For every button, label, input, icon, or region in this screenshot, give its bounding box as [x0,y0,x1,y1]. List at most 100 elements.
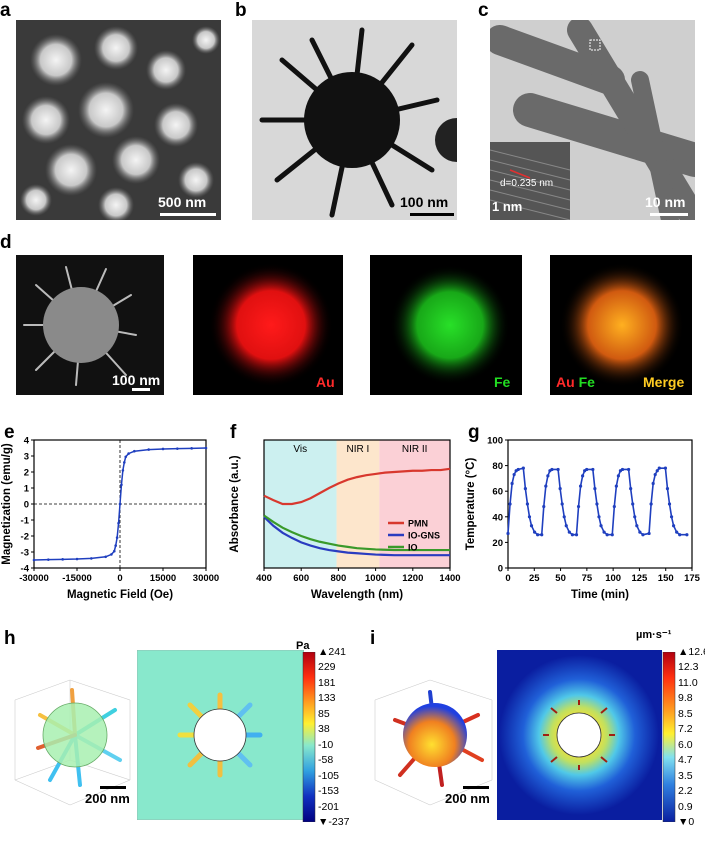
point-g-0-49 [635,524,639,528]
panel-label-a: a [0,0,11,21]
colorbar-i-tick-4: 8.5 [678,707,693,720]
point-g-0-50 [638,530,642,534]
scale-bar-a [160,213,216,216]
point-g-0-44 [620,467,625,472]
point-g-0-27 [576,504,581,509]
point-e-0-16 [127,452,130,455]
y-tick-label-g-1: 20 [492,538,503,549]
point-g-0-53 [649,502,653,506]
point-g-0-31 [585,467,589,472]
plot-frame-g [507,439,693,569]
merge-legend: Au Fe [556,374,595,390]
point-e-0-18 [147,448,150,451]
point-g-0-5 [516,467,520,472]
y-tick-label-e-1: -3 [21,548,29,559]
colorbar-i-tick-8: 3.5 [678,769,693,782]
y-axis-label-f: Absorbance (a.u.) [229,455,241,552]
x-tick-label-g-4: 100 [605,573,621,584]
point-g-0-21 [560,502,564,506]
x-axis-label-e: Magnetic Field (Oe) [67,589,173,601]
y-axis-label-g: Temperature (°C) [465,458,477,551]
y-tick-label-g-5: 100 [487,436,503,447]
y-tick-label-e-6: 2 [24,468,29,479]
x-tick-label-g-2: 50 [555,573,566,584]
point-g-0-37 [602,530,606,534]
scale-label-d: 100 nm [112,372,161,388]
region-label-f-1: NIR I [347,444,370,455]
point-g-0-18 [550,467,554,472]
point-g-0-15 [544,484,548,488]
scale-bar-i [463,786,489,789]
region-label-f-0: Vis [293,444,307,455]
point-e-0-9 [115,536,119,539]
scale-bar-b [410,213,454,216]
y-tick-label-g-2: 40 [492,512,503,523]
chart-f-absorbance: Vis NIR I NIR II 400 600 800 1000 1200 1400 Wavel… [229,439,461,601]
point-g-0-48 [633,515,637,519]
point-g-0-3 [512,472,516,477]
point-g-0-60 [667,502,672,506]
colorbar-h-tick-1: 229 [318,661,336,674]
y-tick-label-e-2: -2 [21,532,29,543]
x-tick-label-g-6: 150 [658,573,674,584]
sim-2d-i [497,650,662,820]
sim-3d-h [14,679,131,806]
point-g-0-47 [631,502,635,506]
point-e-0-14 [123,461,126,464]
colorbar-i-tick-10: 0.9 [678,800,693,813]
legend-label-f-1: IO-GNS [408,531,440,541]
point-g-0-35 [597,515,601,519]
colorbar-h-tick-5: 38 [318,723,330,736]
point-g-0-46 [629,487,633,491]
legend-label-f-2: IO [408,543,418,553]
point-e-0-0 [32,558,36,562]
point-e-0-15 [124,455,128,459]
point-g-0-64 [678,533,682,537]
x-tick-label-f-0: 400 [256,573,272,584]
point-g-0-20 [558,487,562,491]
series-line-f-0 [263,467,451,506]
point-g-0-45 [627,467,631,472]
colorbar-i-tick-1: 12.3 [678,661,699,674]
sem-image-a [16,20,221,220]
haadf-image-d [16,255,164,395]
colorbar-unit-h: Pa [296,640,310,652]
point-g-0-1 [508,502,512,506]
fe-label: Fe [494,374,511,390]
panel-label-f: f [230,422,237,443]
colorbar-h-tick-8: -105 [318,769,340,782]
x-tick-label-f-5: 1400 [439,573,460,584]
point-e-0-17 [133,449,136,453]
point-g-0-6 [521,466,525,470]
x-tick-label-e-4: 30000 [193,573,219,584]
y-tick-label-e-4: 0 [24,500,29,511]
panel-label-i: i [370,628,376,649]
colorbar-i-tick-11: ▼0 [678,816,695,828]
point-g-0-34 [595,502,599,506]
x-axis-label-g: Time (min) [571,589,629,601]
colorbar-i-tick-6: 6.0 [678,738,693,751]
point-e-0-19 [161,447,165,451]
point-g-0-54 [651,481,655,486]
point-g-0-29 [581,474,585,478]
x-tick-label-g-3: 75 [582,573,593,584]
point-g-0-39 [610,533,614,537]
point-g-0-28 [578,484,583,488]
point-g-0-13 [540,533,544,537]
point-g-0-19 [556,467,560,472]
x-tick-label-e-2: 0 [117,573,122,584]
eds-map-au [193,255,343,395]
panel-label-h: h [4,628,16,649]
y-axis-label-e: Magnetization (emu/g) [1,443,13,565]
hrtem-image-c [490,20,695,220]
point-g-0-55 [653,472,657,477]
point-g-0-51 [641,533,645,537]
point-e-0-22 [204,446,208,450]
scale-label-c-inset: 1 nm [492,199,523,214]
point-e-0-7 [112,549,116,553]
point-e-0-13 [121,469,125,472]
x-tick-label-g-0: 0 [505,573,510,584]
x-tick-label-g-7: 175 [684,573,701,584]
colorbar-i-tick-0: ▲12.6 [678,646,705,658]
x-axis-label-f: Wavelength (nm) [311,589,403,601]
